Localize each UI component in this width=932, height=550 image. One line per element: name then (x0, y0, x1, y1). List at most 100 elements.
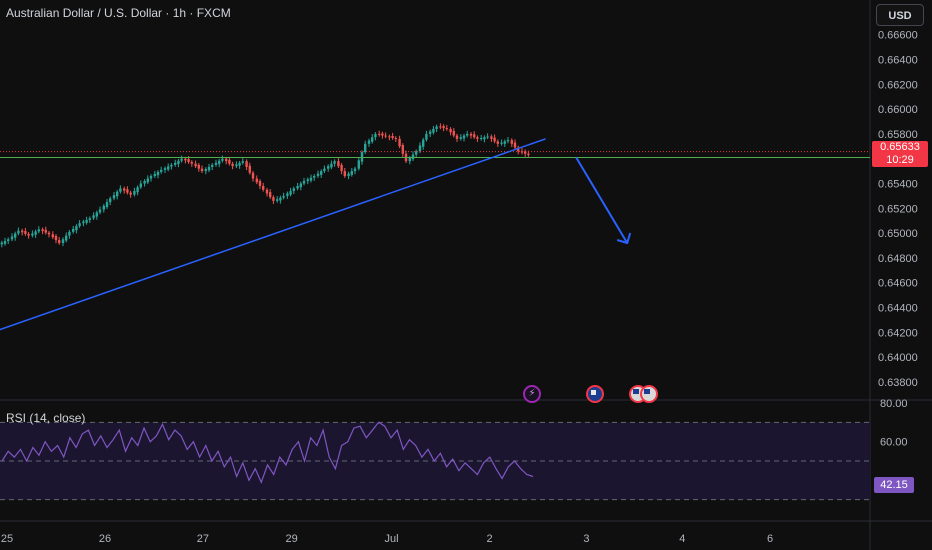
candle-49-1 (503, 141, 506, 144)
candle-32-1 (330, 163, 333, 168)
price-tick-label-4: 0.65800 (878, 129, 918, 141)
candle-1-1 (14, 233, 17, 238)
candle-17-2 (180, 158, 183, 161)
candle-6-0 (61, 239, 65, 244)
candle-1-2 (17, 230, 20, 234)
candle-14-1 (146, 178, 149, 183)
candle-51-1 (524, 151, 527, 154)
candle-5-0 (51, 234, 54, 238)
time-tick-label-8: 6 (767, 533, 773, 545)
price-tick-label-5: 0.65400 (878, 179, 918, 191)
candle-15-2 (160, 169, 163, 172)
candle-12-1 (126, 189, 129, 193)
candle-14-0 (143, 181, 146, 184)
candle-26-2 (272, 197, 275, 201)
candle-48-1 (493, 137, 496, 142)
candle-30-0 (306, 179, 309, 182)
candle-12-2 (129, 192, 132, 195)
candle-4-0 (41, 229, 44, 232)
currency-button[interactable]: USD (876, 4, 924, 26)
candle-27-1 (279, 197, 282, 201)
candle-32-0 (327, 166, 330, 169)
candle-46-0 (469, 133, 473, 136)
candle-33-0 (337, 161, 340, 167)
candle-41-0 (418, 145, 422, 152)
candle-12-0 (123, 188, 126, 191)
price-tick-label-9: 0.64600 (878, 278, 918, 290)
symbol-title: Australian Dollar / U.S. Dollar · 1h · F… (6, 6, 231, 20)
candle-39-1 (401, 145, 404, 154)
candle-29-1 (299, 183, 302, 188)
flash-event-icon[interactable]: ⚡ (523, 385, 541, 403)
candle-11-1 (116, 191, 119, 197)
candle-23-2 (241, 161, 244, 163)
candle-10-0 (102, 205, 105, 210)
candle-9-2 (98, 209, 102, 213)
candle-11-2 (119, 188, 122, 192)
price-tick-label-11: 0.64200 (878, 327, 918, 339)
candle-35-1 (360, 152, 364, 162)
candle-51-2 (527, 153, 530, 155)
candle-8-1 (85, 219, 88, 223)
price-tick-label-2: 0.66200 (878, 79, 918, 91)
price-tick-label-7: 0.65000 (878, 228, 918, 240)
candle-25-0 (255, 178, 258, 183)
candle-28-2 (292, 188, 295, 191)
candle-46-1 (473, 134, 476, 138)
candle-14-2 (149, 176, 153, 179)
candle-7-1 (75, 226, 78, 231)
candle-19-2 (200, 168, 204, 172)
candle-7-0 (72, 228, 75, 232)
candle-47-1 (483, 137, 486, 140)
candle-25-2 (262, 185, 265, 190)
candle-40-2 (415, 151, 418, 155)
candle-1-0 (10, 236, 14, 240)
candle-13-2 (139, 183, 142, 188)
candle-37-2 (384, 135, 387, 137)
candle-36-2 (374, 133, 377, 138)
australia-flag-event-icon[interactable] (586, 385, 604, 403)
candle-34-0 (347, 173, 350, 177)
candle-21-2 (221, 158, 224, 161)
candle-9-0 (92, 215, 95, 219)
last-price-tag: 0.65633 10:29 (872, 141, 928, 167)
time-tick-label-1: 26 (99, 533, 111, 545)
candle-50-0 (510, 140, 513, 144)
candle-17-0 (174, 162, 177, 165)
candle-43-2 (445, 128, 448, 130)
candle-15-0 (153, 173, 156, 177)
candle-47-2 (486, 136, 489, 138)
candle-7-2 (78, 223, 81, 227)
candle-5-1 (54, 235, 58, 241)
candle-29-0 (296, 185, 299, 189)
candle-24-1 (248, 165, 251, 173)
candle-48-0 (490, 136, 493, 139)
candle-43-1 (442, 126, 445, 129)
price-tick-label-8: 0.64800 (878, 253, 918, 265)
candle-23-0 (235, 164, 238, 167)
candle-49-2 (506, 140, 510, 142)
projection-arrow-shaft (575, 156, 629, 244)
candle-15-1 (156, 171, 160, 176)
candle-42-2 (435, 126, 438, 129)
candle-4-1 (44, 229, 47, 233)
candle-18-2 (190, 162, 193, 164)
us-flag-event-icon-2[interactable] (640, 385, 658, 403)
candle-10-1 (105, 202, 109, 208)
candle-42-0 (429, 131, 432, 134)
candle-44-0 (449, 128, 452, 133)
candle-40-0 (408, 157, 411, 162)
candle-28-1 (289, 190, 292, 195)
candle-31-2 (323, 168, 326, 172)
candle-2-0 (21, 230, 24, 233)
candle-45-0 (459, 137, 462, 139)
time-tick-label-3: 29 (285, 533, 297, 545)
time-tick-label-2: 27 (197, 533, 209, 545)
candle-50-2 (517, 147, 520, 152)
candle-31-0 (316, 173, 320, 177)
candle-22-0 (225, 158, 228, 162)
countdown-timer: 10:29 (886, 154, 914, 166)
candle-21-0 (214, 162, 218, 165)
candle-31-1 (320, 171, 323, 175)
